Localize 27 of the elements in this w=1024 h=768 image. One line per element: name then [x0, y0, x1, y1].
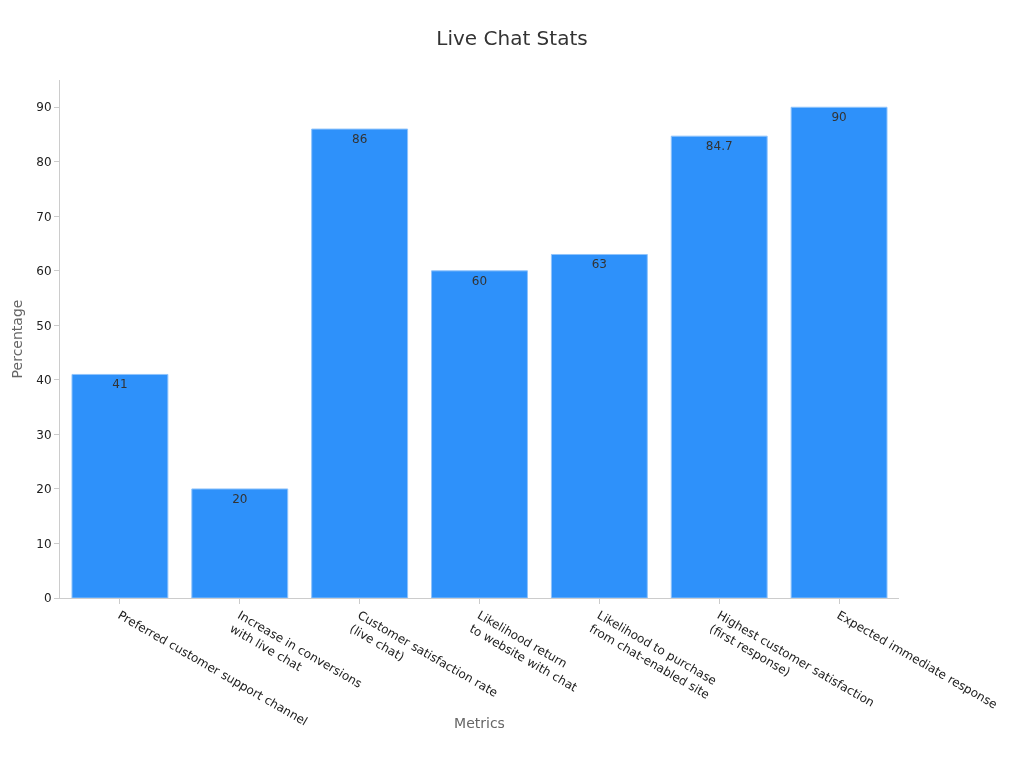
bar [670, 135, 768, 598]
x-axis-title: Metrics [454, 715, 505, 732]
y-tick-label: 70 [36, 209, 52, 224]
data-label: 90 [831, 110, 847, 125]
y-tick-label: 80 [36, 154, 52, 169]
y-tick-label: 40 [36, 373, 52, 388]
chart-title: Live Chat Stats [436, 25, 588, 50]
data-label: 84.7 [705, 139, 733, 154]
y-tick-label: 20 [36, 482, 52, 497]
bar [191, 488, 289, 598]
bar [431, 270, 528, 598]
data-label: 63 [591, 257, 607, 272]
data-label: 41 [112, 377, 128, 392]
y-tick-label: 60 [36, 264, 52, 279]
bar [311, 128, 409, 598]
y-tick-label: 0 [43, 591, 52, 606]
data-label: 20 [232, 491, 248, 506]
bar [790, 106, 888, 598]
bar [550, 253, 648, 598]
data-label: 60 [471, 273, 488, 288]
data-label: 86 [352, 132, 368, 147]
y-axis-title: Percentage [9, 299, 25, 379]
y-tick-label: 10 [36, 536, 52, 551]
bar [71, 373, 169, 598]
y-tick-label: 30 [36, 427, 52, 442]
y-tick-label: 90 [36, 100, 52, 115]
y-tick-label: 50 [36, 318, 52, 333]
